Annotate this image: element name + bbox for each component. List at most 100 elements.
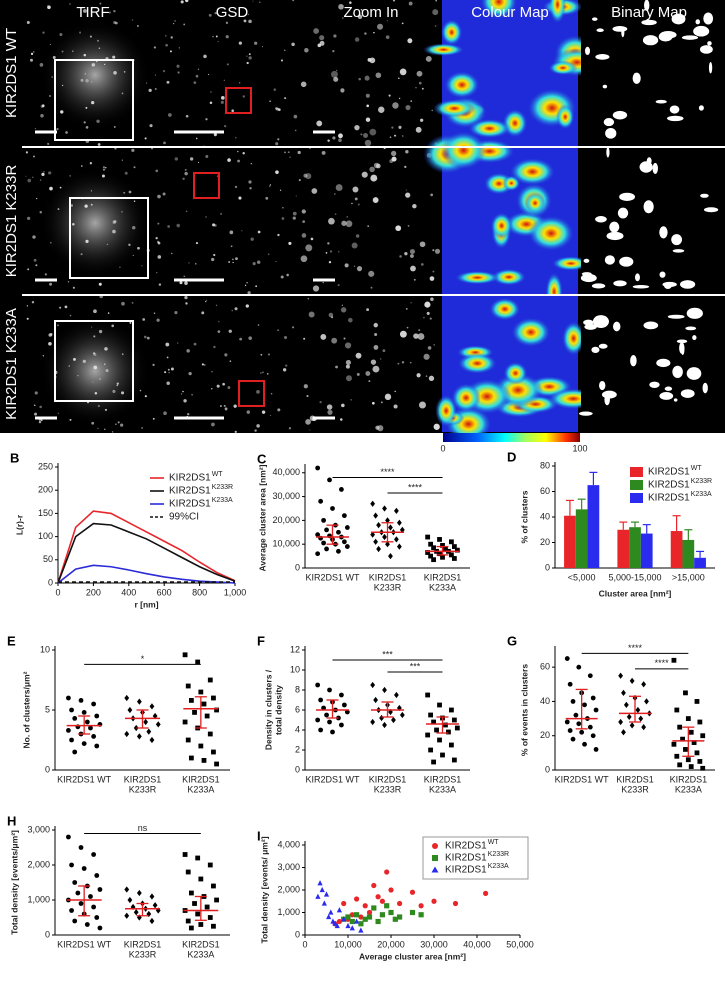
speck [421,87,424,90]
speck [269,414,272,417]
speck [305,244,313,252]
speck [245,304,249,308]
marker [449,707,454,713]
legend-label: KIR2DS1 [648,467,690,478]
speck [345,364,350,369]
marker [428,747,434,753]
speck [49,43,51,45]
binary-blob [672,249,685,253]
marker [185,683,191,689]
marker [124,912,130,919]
legend-swatch [432,855,438,861]
speck [217,330,221,334]
legend-label: KIR2DS1 [169,499,211,510]
y-axis-label: Density in clusters / [263,669,273,750]
legend-box [422,836,529,880]
speck [246,61,249,65]
marker [700,765,706,771]
speck [237,150,239,153]
speck [177,71,180,74]
speck [302,220,306,224]
y-axis-label: % of events in clusters [519,664,529,756]
marker [379,898,385,904]
x-tick-label: K233A [187,949,214,959]
marker [449,742,454,748]
speck [93,365,98,370]
binary-blob [606,231,624,241]
y-tick-label: 8 [295,684,300,694]
marker [394,536,399,543]
speck [246,410,251,414]
marker [385,517,390,524]
speck [170,367,174,371]
speck [224,125,227,128]
y-axis-label: total density [273,685,283,735]
binary-blob [604,255,615,265]
marker [362,903,368,909]
speck [410,100,413,102]
binary-blob [659,30,677,39]
speck [289,156,291,158]
marker [214,761,219,767]
speck [244,284,247,287]
y-axis-label: Total density [events/ μm²] [259,836,269,943]
marker [564,719,570,725]
speck [250,162,252,165]
binary-blob [695,19,701,25]
speck [405,150,409,154]
speck [248,53,251,56]
binary-blob [685,326,697,331]
marker [72,880,78,885]
speck [123,191,126,194]
marker [341,900,347,907]
binary-blob [680,280,696,289]
speck [349,1,352,4]
marker [318,727,324,733]
speck [420,118,424,122]
marker [570,699,576,704]
colour-blob [511,317,551,347]
speck [333,34,337,38]
marker [327,719,332,725]
speck [165,35,167,37]
marker [437,702,442,708]
speck [434,248,441,254]
speck [298,179,301,182]
speck [121,353,124,356]
marker [185,737,191,743]
speck [334,213,337,215]
marker [394,691,399,699]
marker [685,716,691,721]
speck [72,50,74,52]
marker [425,692,431,698]
y-tick-label: 100 [38,531,53,541]
speck [361,171,368,178]
marker [336,918,342,925]
marker [671,741,677,747]
legend-sup: WT [691,465,703,472]
marker [373,512,379,519]
marker [440,752,445,758]
speck [284,97,287,100]
x-tick-label: KIR2DS1 [124,939,162,949]
speck [170,36,173,39]
marker [214,707,219,713]
marker [149,893,155,900]
speck [47,4,49,7]
speck [267,353,271,356]
binary-blob [671,234,683,246]
column-header: Binary Map [611,4,687,21]
speck [350,399,352,401]
speck [249,187,252,190]
speck [270,392,273,395]
speck [193,342,197,346]
speck [182,177,185,180]
speck [292,216,296,220]
speck [195,263,197,265]
speck [98,329,103,334]
marker [388,887,394,893]
colour-blob [423,43,465,56]
binary-blob [680,389,695,398]
speck [40,419,43,422]
speck [92,352,96,355]
